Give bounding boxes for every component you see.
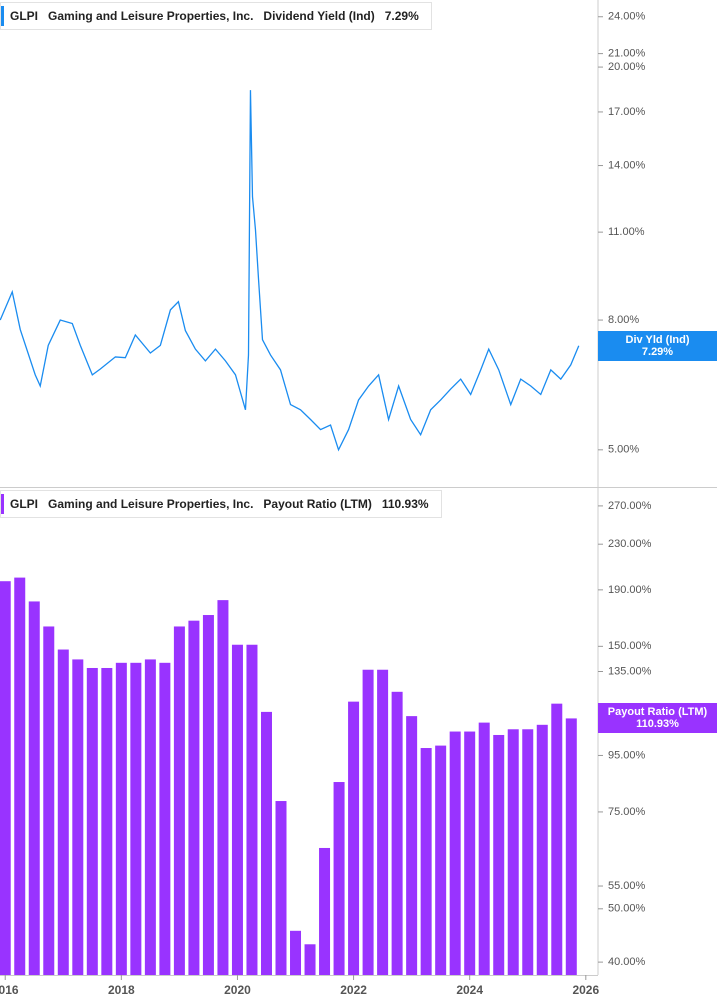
y-tick-label: 55.00% <box>608 880 646 892</box>
bar <box>362 669 374 975</box>
y-tick-label: 8.00% <box>608 314 639 326</box>
bar <box>57 649 69 975</box>
y-tick-label: 270.00% <box>608 500 652 512</box>
bar <box>101 667 113 975</box>
bar <box>449 731 461 975</box>
bar <box>420 748 432 975</box>
bar <box>173 626 185 975</box>
bar <box>478 722 490 975</box>
bar <box>72 659 84 975</box>
bar <box>231 644 243 975</box>
x-tick-label: 2022 <box>340 983 367 997</box>
bar <box>202 615 214 975</box>
current-value: 7.29% <box>384 9 419 23</box>
y-tick-label: 135.00% <box>608 665 652 677</box>
metric: Payout Ratio (LTM) <box>263 497 372 511</box>
header-strip <box>1 6 4 26</box>
y-tick-label: 20.00% <box>608 61 646 73</box>
header: GLPI Gaming and Leisure Properties, Inc.… <box>0 490 442 518</box>
y-tick-label: 5.00% <box>608 444 639 456</box>
bar <box>348 701 360 975</box>
bar <box>507 729 519 975</box>
current-badge: Payout Ratio (LTM) 110.93% <box>598 703 717 734</box>
y-tick-label: 40.00% <box>608 956 646 968</box>
x-tick-label: 2018 <box>108 983 135 997</box>
bar <box>86 667 98 975</box>
bar <box>159 662 171 975</box>
company: Gaming and Leisure Properties, Inc. <box>48 9 254 23</box>
bar <box>217 600 229 975</box>
ticker: GLPI <box>10 9 39 23</box>
y-tick-label: 50.00% <box>608 903 646 915</box>
header-strip <box>1 494 4 514</box>
bar <box>406 716 418 975</box>
bar <box>144 659 156 975</box>
badge-text: 7.29% <box>641 345 674 358</box>
current-value: 110.93% <box>381 497 429 511</box>
x-tick-label: 2020 <box>224 983 251 997</box>
yield-line <box>0 90 580 452</box>
header: GLPI Gaming and Leisure Properties, Inc.… <box>0 2 432 30</box>
y-tick-label: 21.00% <box>608 48 646 60</box>
y-tick-label: 14.00% <box>608 159 646 171</box>
metric: Dividend Yield (Ind) <box>263 9 375 23</box>
bar <box>391 691 403 975</box>
bar <box>522 729 534 975</box>
y-tick-label: 24.00% <box>608 11 646 23</box>
x-tick-label: 2026 <box>572 983 599 997</box>
bar <box>464 731 476 975</box>
y-tick-label: 11.00% <box>608 226 645 238</box>
bar <box>14 577 26 975</box>
bar <box>115 662 127 975</box>
y-tick-label: 150.00% <box>608 640 652 652</box>
y-tick-label: 17.00% <box>608 106 646 118</box>
ticker: GLPI <box>10 497 39 511</box>
bar <box>43 626 55 975</box>
x-tick-label: 2016 <box>0 983 19 997</box>
badge-text: 110.93% <box>636 718 679 731</box>
bar <box>290 930 302 975</box>
y-tick-label: 230.00% <box>608 538 652 550</box>
plot <box>0 90 580 452</box>
bar <box>551 703 563 975</box>
bar <box>435 745 447 975</box>
bar <box>188 620 200 975</box>
x-tick-label: 2024 <box>456 983 483 997</box>
y-tick-label: 75.00% <box>608 806 646 818</box>
bar <box>304 944 316 975</box>
badge-text: Payout Ratio (LTM) <box>607 706 708 719</box>
current-badge: Div Yld (Ind) 7.29% <box>598 330 717 361</box>
bar <box>130 662 142 975</box>
bar <box>377 669 389 975</box>
bar <box>565 718 577 975</box>
bar <box>260 711 272 975</box>
plot <box>0 577 577 975</box>
y-tick-label: 95.00% <box>608 749 646 761</box>
bar <box>0 581 11 975</box>
y-tick-label: 190.00% <box>608 584 652 596</box>
bar <box>333 782 345 975</box>
bar <box>28 601 40 975</box>
bar <box>246 644 258 975</box>
badge-text: Div Yld (Ind) <box>625 333 690 346</box>
bar <box>319 847 331 975</box>
bar <box>493 734 505 975</box>
bar <box>275 801 287 975</box>
company: Gaming and Leisure Properties, Inc. <box>48 497 254 511</box>
bar <box>536 724 548 975</box>
